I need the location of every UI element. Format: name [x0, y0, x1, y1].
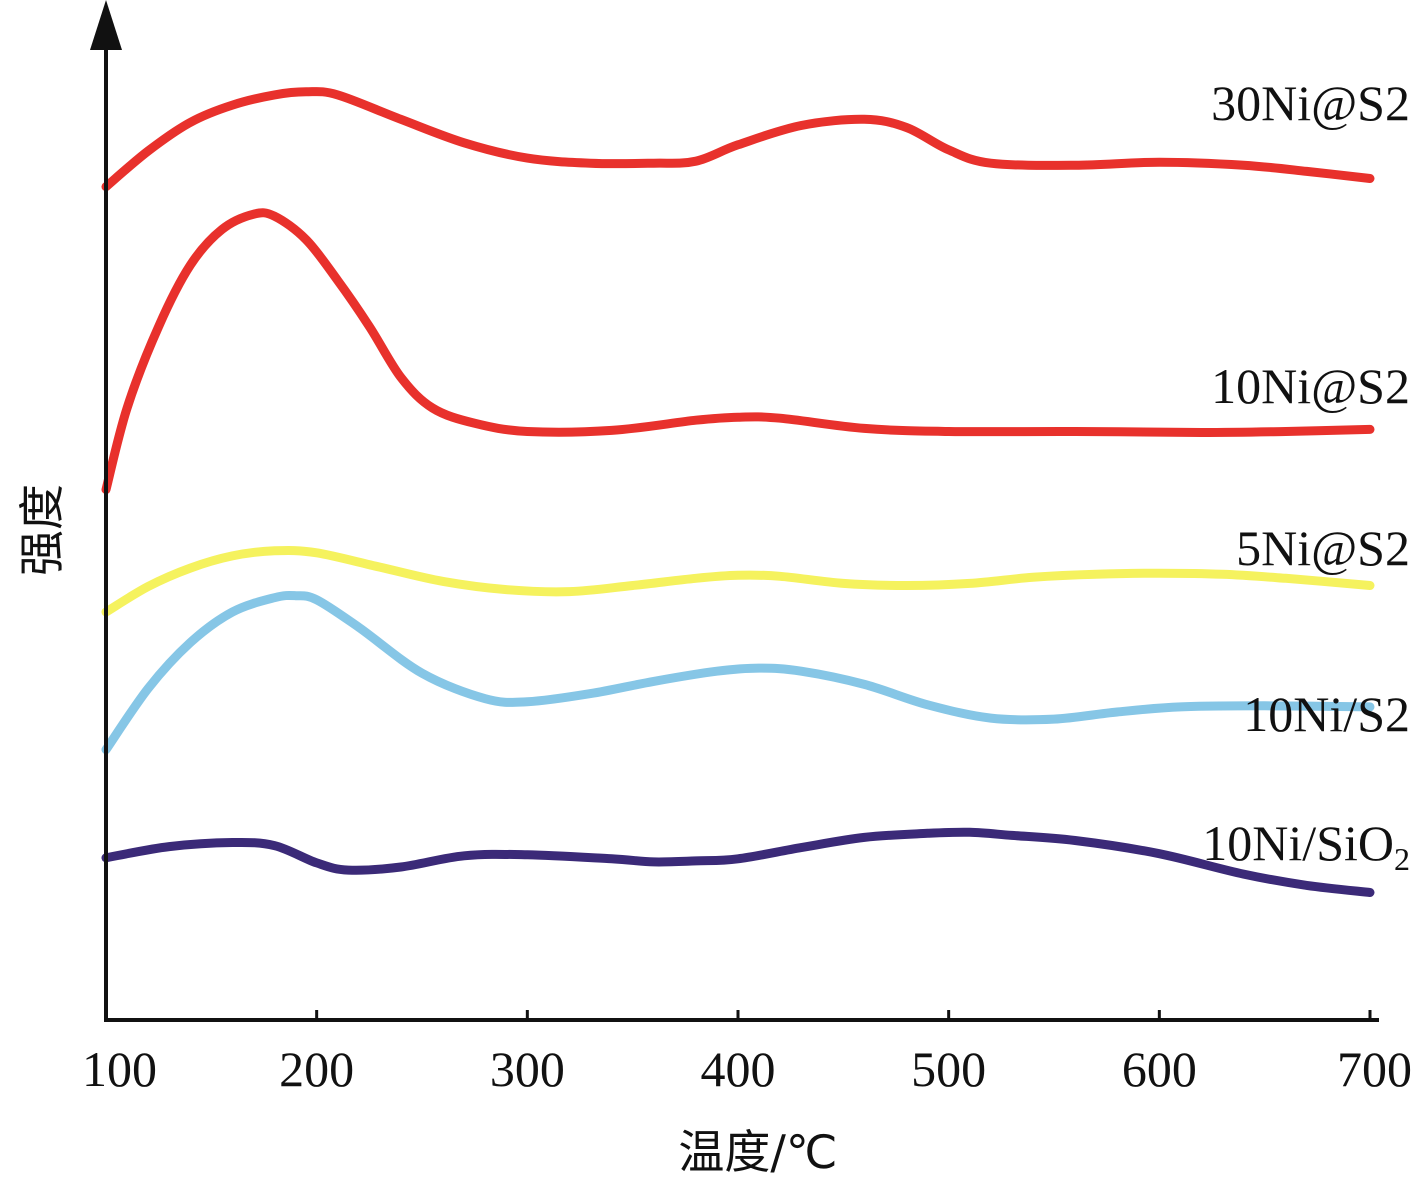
x-tick-label: 600 — [1122, 1041, 1197, 1097]
x-tick-label: 300 — [490, 1041, 565, 1097]
x-tick-label: 100 — [82, 1041, 157, 1097]
axes-layer — [90, 0, 1379, 1022]
labels-layer: 30Ni@S2 10Ni@S2 5Ni@S2 10Ni/S2 10Ni/SiO2 — [1202, 75, 1410, 877]
series-label-3: 10Ni/S2 — [1243, 686, 1410, 742]
y-axis-title: 强度 — [15, 484, 69, 576]
series-label-4: 10Ni/SiO2 — [1202, 815, 1410, 877]
series-label-2: 5Ni@S2 — [1236, 520, 1410, 576]
y-axis-arrow-icon — [90, 0, 122, 50]
series-line-3 — [101, 590, 1375, 755]
ticks-layer: 100 200 300 400 500 600 700 — [82, 1010, 1412, 1097]
x-tick-label: 700 — [1337, 1041, 1412, 1097]
x-axis-title: 温度/℃ — [678, 1125, 837, 1179]
series-line-1 — [101, 208, 1375, 495]
series-line-0 — [101, 87, 1375, 192]
x-tick-label: 400 — [701, 1041, 776, 1097]
series-label-1: 10Ni@S2 — [1211, 358, 1410, 414]
x-tick-label: 500 — [911, 1041, 986, 1097]
series-label-0: 30Ni@S2 — [1211, 75, 1410, 131]
series-layer — [101, 87, 1375, 897]
series-line-4 — [101, 827, 1375, 897]
x-tick-label: 200 — [279, 1041, 354, 1097]
series-line-2 — [101, 546, 1375, 617]
